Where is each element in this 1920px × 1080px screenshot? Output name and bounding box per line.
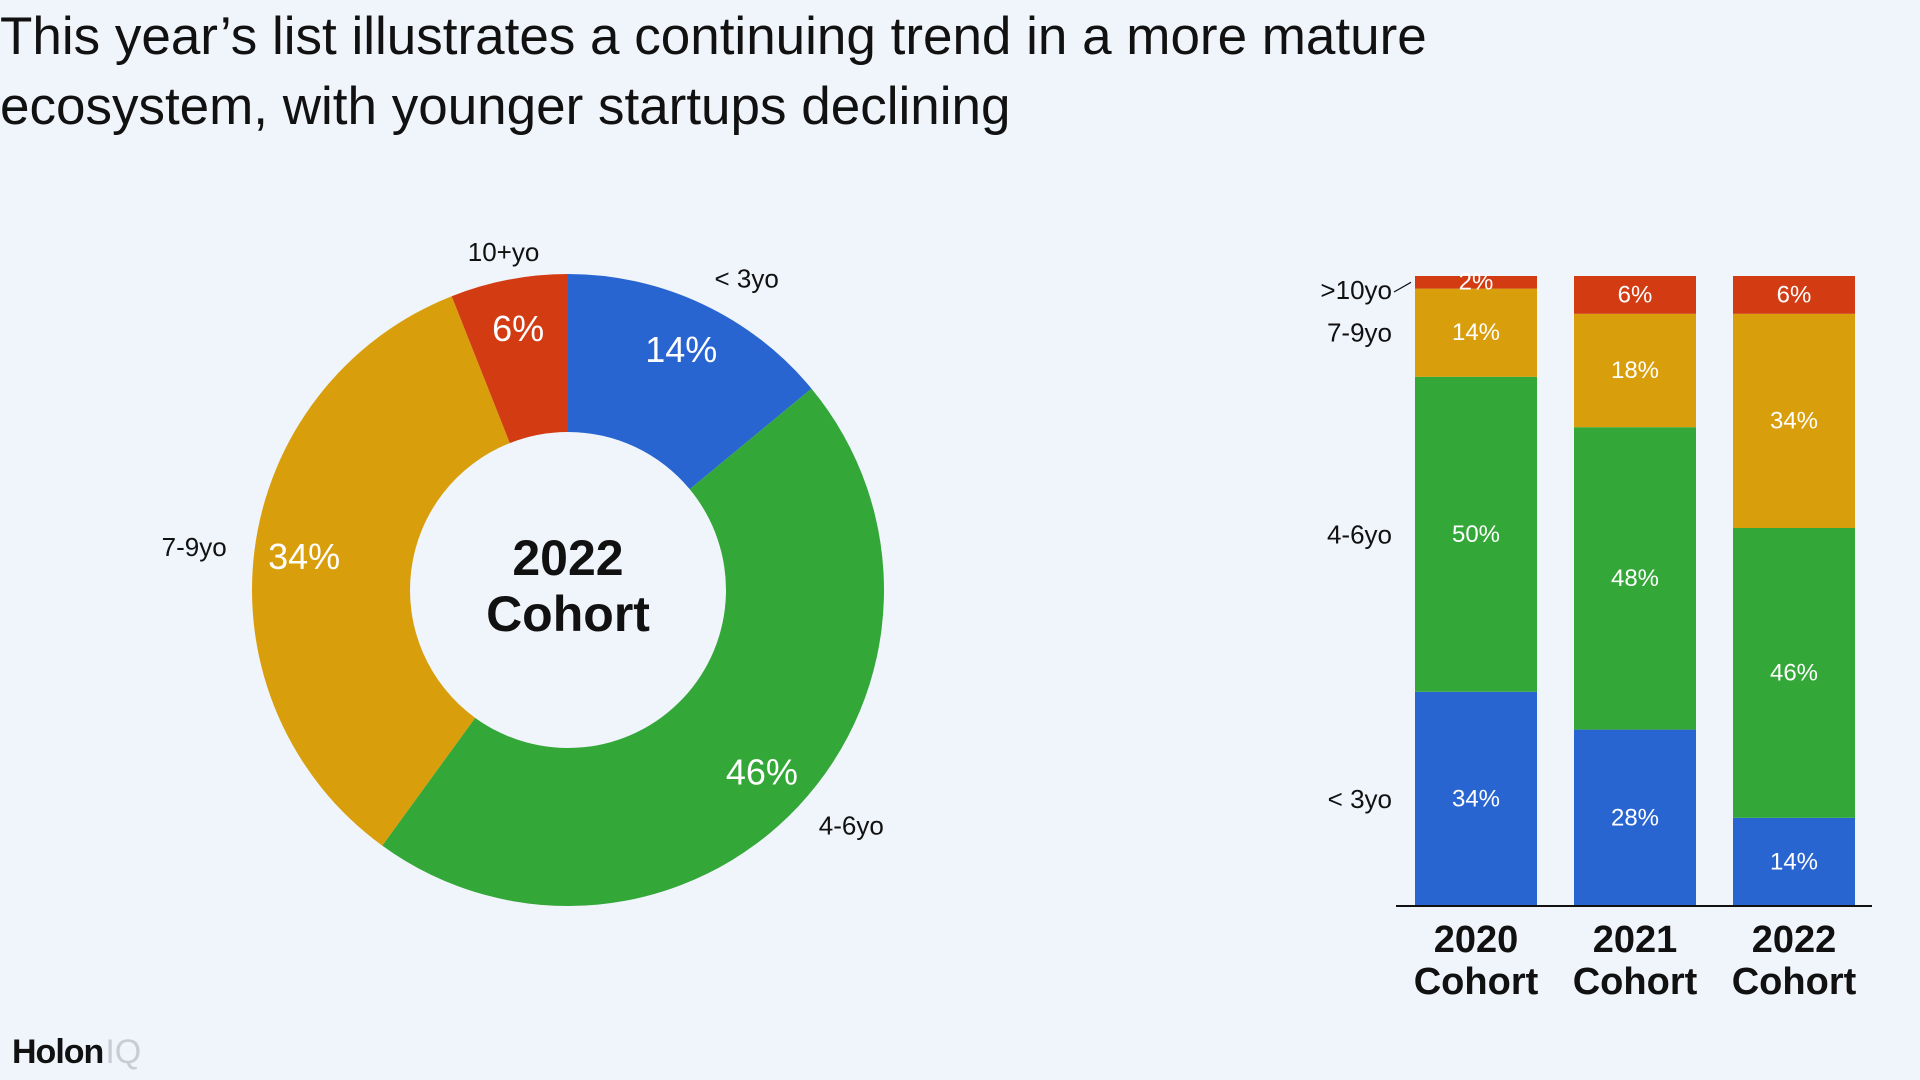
bar-segment-2021-7-9yo [1574,313,1696,428]
donut-value-label-10-yo: 6% [492,308,544,349]
bar-segment-2022-3yo [1733,817,1855,906]
logo-suffix: IQ [105,1033,142,1071]
bar-segment-2022-10yo [1733,276,1855,314]
bar-value-label-2022-3yo: 14% [1770,848,1818,875]
donut-slice-4-6yo [382,388,885,907]
donut-category-label-3yo: < 3yo [714,264,778,294]
donut-center-label-1: 2022 [512,530,623,586]
bar-segment-2020-4-6yo [1415,376,1537,692]
bar-value-label-2021-4-6yo: 48% [1611,565,1659,592]
series-label-10yo: >10yo [1320,275,1392,305]
bar-value-label-2020-4-6yo: 50% [1452,521,1500,548]
logo-brand: Holon [12,1033,104,1071]
donut-slice-7-9yo [252,296,510,846]
stacked-bar-chart: 34%50%14%2%28%48%18%6%14%46%34%6%2020Coh… [1320,269,1872,1003]
x-tick-label-2022-2: Cohort [1732,961,1857,1003]
page-title: This year’s list illustrates a continuin… [0,7,1427,136]
bar-segment-2022-7-9yo [1733,313,1855,528]
donut-value-label-7-9yo: 34% [268,536,340,577]
series-label-4-6yo: 4-6yo [1327,519,1392,549]
bar-segment-2021-3yo [1574,729,1696,906]
bar-segment-2020-3yo [1415,691,1537,906]
bar-value-label-2022-10yo: 6% [1777,281,1812,308]
bar-value-label-2020-7-9yo: 14% [1452,319,1500,346]
donut-category-label-4-6yo: 4-6yo [819,810,884,840]
bar-value-label-2022-7-9yo: 34% [1770,407,1818,434]
donut-slice-10-yo [451,274,568,444]
x-tick-label-2021-2: Cohort [1573,961,1698,1003]
donut-slice-3yo [568,274,812,490]
donut-category-label-7-9yo: 7-9yo [162,532,227,562]
donut-chart: 14% < 3yo 46% 4-6yo 34% 7-9yo 6% 10+yo 2022Cohor… [162,237,885,907]
x-tick-label-2020-1: 2020 [1434,919,1519,961]
x-tick-label-2020-2: Cohort [1414,961,1539,1003]
x-tick-label-2022-1: 2022 [1752,919,1837,961]
donut-center-label-2: Cohort [486,586,650,642]
bar-value-label-2020-3yo: 34% [1452,785,1500,812]
leader-line-10yo [1393,281,1412,293]
bar-value-label-2021-3yo: 28% [1611,804,1659,831]
donut-category-label-10-yo: 10+yo [468,237,540,267]
donut-value-label-4-6yo: 46% [726,752,798,793]
donut-value-label-3yo: 14% [645,329,717,370]
holoniq-logo: HolonIQ [12,1032,141,1072]
bar-value-label-2021-10yo: 6% [1618,281,1653,308]
bar-segment-2022-4-6yo [1733,528,1855,818]
x-tick-label-2021-1: 2021 [1593,919,1678,961]
series-label-7-9yo: 7-9yo [1327,318,1392,348]
bar-segment-2021-10yo [1574,276,1696,314]
bar-value-label-2020-10yo: 2% [1459,269,1494,296]
bar-segment-2020-10yo [1415,276,1537,289]
bar-value-label-2022-4-6yo: 46% [1770,659,1818,686]
bar-value-label-2021-7-9yo: 18% [1611,357,1659,384]
bar-segment-2020-7-9yo [1415,288,1537,377]
series-label-3yo: < 3yo [1328,784,1392,814]
bar-segment-2021-4-6yo [1574,427,1696,730]
